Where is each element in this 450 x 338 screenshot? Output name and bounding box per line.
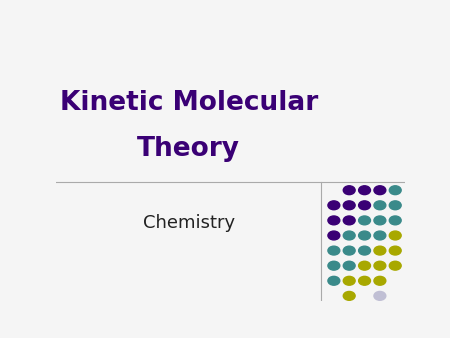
Circle shape	[359, 261, 370, 270]
Circle shape	[359, 186, 370, 195]
Text: Chemistry: Chemistry	[143, 214, 235, 232]
Circle shape	[389, 246, 401, 255]
Text: Kinetic Molecular: Kinetic Molecular	[60, 90, 318, 116]
Circle shape	[343, 276, 355, 285]
Circle shape	[343, 231, 355, 240]
Circle shape	[374, 231, 386, 240]
Circle shape	[328, 231, 340, 240]
Circle shape	[328, 216, 340, 225]
Circle shape	[359, 276, 370, 285]
Circle shape	[343, 261, 355, 270]
Circle shape	[374, 291, 386, 300]
Circle shape	[389, 261, 401, 270]
Circle shape	[359, 231, 370, 240]
Circle shape	[343, 291, 355, 300]
Circle shape	[389, 186, 401, 195]
Circle shape	[328, 201, 340, 210]
Circle shape	[343, 246, 355, 255]
Circle shape	[328, 246, 340, 255]
Circle shape	[343, 186, 355, 195]
Circle shape	[374, 201, 386, 210]
Circle shape	[389, 201, 401, 210]
Circle shape	[328, 276, 340, 285]
Text: Theory: Theory	[137, 136, 240, 162]
Circle shape	[389, 216, 401, 225]
Circle shape	[343, 216, 355, 225]
Circle shape	[389, 231, 401, 240]
Circle shape	[374, 246, 386, 255]
Circle shape	[359, 201, 370, 210]
Circle shape	[374, 261, 386, 270]
Circle shape	[343, 201, 355, 210]
Circle shape	[328, 261, 340, 270]
Circle shape	[374, 186, 386, 195]
Circle shape	[374, 276, 386, 285]
Circle shape	[359, 216, 370, 225]
Circle shape	[359, 246, 370, 255]
Circle shape	[374, 216, 386, 225]
